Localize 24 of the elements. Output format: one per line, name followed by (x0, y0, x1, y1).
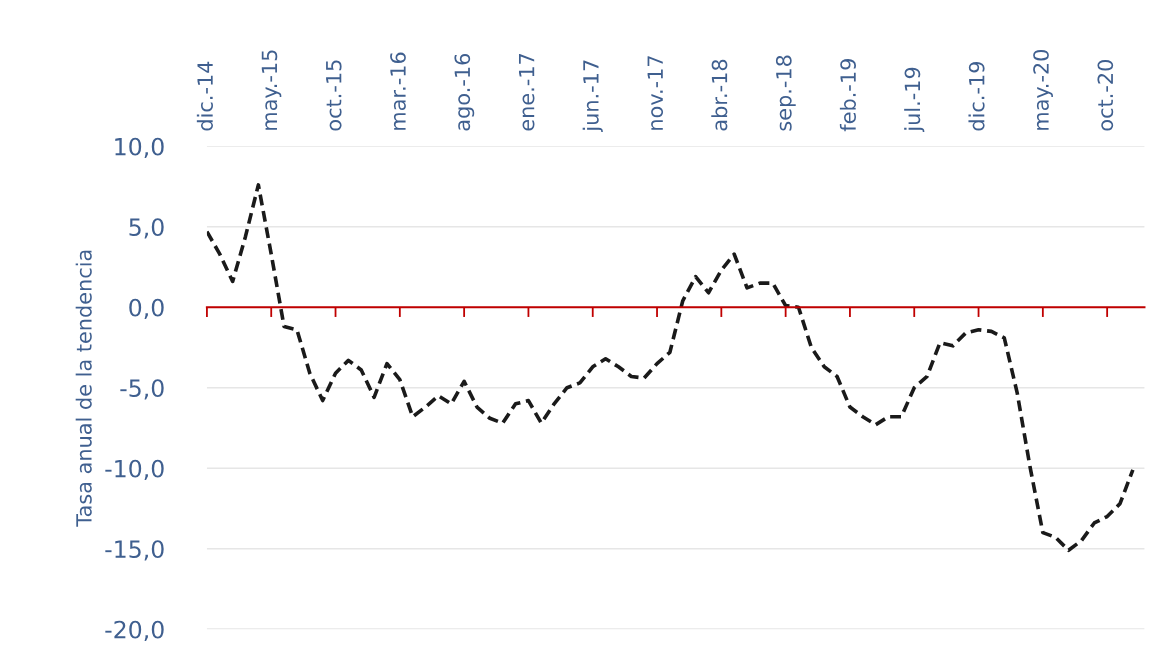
y-tick-label: -5,0 (120, 379, 164, 400)
x-tick-label: jun.-17 (582, 60, 603, 133)
line-series (206, 183, 1135, 553)
x-tick-label: may.-15 (261, 50, 282, 130)
x-tick-label: ago.-16 (454, 53, 475, 131)
y-tick-label: -20,0 (105, 620, 164, 641)
x-tick-label: oct.-20 (1097, 60, 1114, 131)
y-tick-label: 10,0 (115, 137, 164, 158)
x-tick-label: oct.-15 (326, 60, 342, 131)
x-tick-label: ene.-17 (518, 53, 535, 131)
x-tick-label: may.-20 (1033, 49, 1053, 130)
x-tick-label: mar.-16 (390, 52, 406, 130)
x-tick-label: feb.-19 (839, 59, 856, 132)
x-tick-label: abr.-18 (711, 59, 728, 131)
x-tick-label: nov.-17 (647, 56, 664, 130)
x-tick-label: dic.-14 (196, 61, 213, 131)
y-tick-label: -15,0 (105, 540, 164, 561)
y-tick-label: -10,0 (105, 459, 164, 480)
y-tick-label: 5,0 (129, 218, 164, 239)
y-tick-label: 0,0 (129, 298, 164, 319)
y-axis-title: Tasa anual de la tendencia (75, 250, 92, 527)
x-tick-label: jul.-19 (904, 67, 925, 133)
x-tick-label: dic.-19 (968, 62, 985, 131)
x-tick-label: sep.-18 (775, 55, 796, 131)
